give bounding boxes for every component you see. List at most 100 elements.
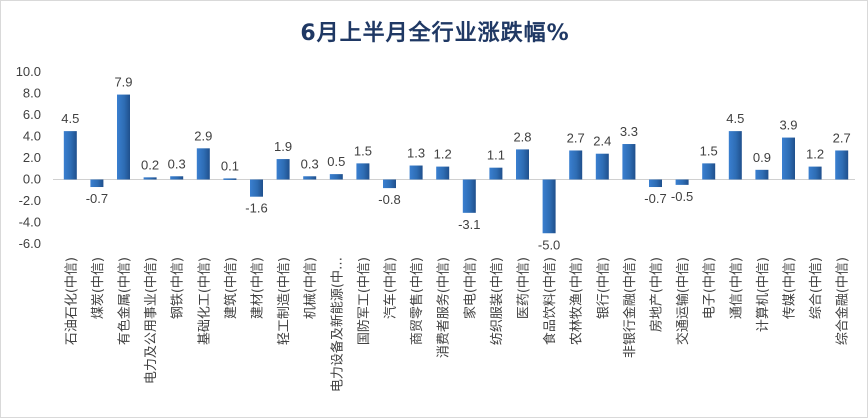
bar [542, 179, 556, 234]
category-label: 基础化工(中信) [197, 257, 212, 345]
bar [196, 148, 210, 180]
bar [409, 165, 423, 180]
data-label: 0.5 [327, 154, 345, 169]
category-label: 农林牧渔(中信) [570, 257, 585, 345]
category-label: 汽车(中信) [383, 257, 399, 319]
bar [462, 179, 476, 213]
category-label: 纺织服装(中信) [490, 257, 505, 345]
data-label: 1.2 [806, 147, 824, 162]
bar [250, 179, 263, 197]
data-label: 3.9 [779, 118, 797, 133]
category-label: 电力设备及新能源(中… [329, 257, 345, 392]
data-label: 7.9 [114, 75, 132, 90]
y-tick-label: -2.0 [19, 193, 41, 208]
y-tick-label: 8.0 [23, 86, 41, 101]
category-label: 综合金融(中信) [835, 257, 851, 345]
category-label: 有色金属(中信) [117, 257, 133, 345]
y-tick-label: 10.0 [16, 64, 41, 79]
data-label: -0.5 [671, 189, 693, 204]
y-tick-label: -4.0 [19, 215, 41, 230]
bar [808, 166, 822, 180]
data-label: -3.1 [458, 217, 480, 232]
category-label: 交通运输(中信) [675, 257, 691, 345]
category-label: 商贸零售(中信) [409, 257, 425, 345]
category-label: 钢铁(中信) [171, 257, 186, 319]
category-label: 非银行金融(中信) [622, 257, 638, 358]
category-label: 建筑(中信) [223, 257, 239, 319]
chart-title: 6月上半月全行业涨跌幅% [300, 21, 570, 46]
data-label: -0.8 [378, 192, 400, 207]
y-tick-label: 0.0 [23, 172, 41, 187]
data-label: -0.7 [644, 191, 666, 206]
bar [276, 159, 290, 180]
data-label: 2.8 [513, 129, 531, 144]
data-label: 3.3 [620, 124, 638, 139]
data-label: 2.9 [194, 128, 212, 143]
data-label: -0.7 [86, 191, 108, 206]
bar [303, 176, 317, 180]
category-label: 国防军工(中信) [356, 257, 372, 345]
category-label: 轻工制造(中信) [277, 257, 292, 345]
bar [356, 163, 370, 180]
data-label: 0.9 [753, 150, 771, 165]
bar [728, 131, 742, 180]
bar [755, 169, 769, 180]
data-label: 2.7 [567, 130, 585, 145]
bar [170, 176, 184, 180]
bar [223, 178, 237, 180]
category-label: 电力及公用事业(中信) [144, 257, 159, 384]
data-label: 1.5 [354, 143, 372, 158]
data-label: 0.3 [301, 156, 319, 171]
data-label: 1.9 [274, 139, 292, 154]
bar [622, 144, 636, 180]
data-label: 4.5 [61, 111, 79, 126]
category-label: 医药(中信) [517, 257, 532, 319]
category-label: 消费者服务(中信) [436, 257, 452, 358]
category-label: 食品饮料(中信) [542, 257, 558, 345]
bar [63, 131, 77, 180]
bar [383, 179, 396, 189]
bar [117, 94, 130, 180]
category-label: 煤炭(中信) [91, 257, 106, 319]
data-label: 1.1 [487, 148, 505, 163]
bar [436, 166, 450, 180]
bar [143, 177, 157, 180]
category-label: 房地产(中信) [649, 257, 665, 332]
category-label: 综合(中信) [809, 257, 824, 319]
y-tick-label: 4.0 [23, 129, 41, 144]
bar [329, 174, 343, 180]
category-label: 家电(中信) [462, 257, 478, 319]
bar [595, 153, 609, 180]
data-label: -1.6 [245, 201, 267, 216]
bar [489, 167, 503, 180]
data-label: 2.7 [833, 130, 851, 145]
data-label: 4.5 [726, 111, 744, 126]
data-label: 0.2 [141, 157, 159, 172]
bar [90, 179, 104, 188]
bar [835, 150, 849, 180]
bar [782, 137, 795, 180]
category-label: 机械(中信) [304, 257, 319, 319]
y-tick-label: -6.0 [19, 236, 41, 251]
bar [516, 149, 529, 180]
data-label: 0.1 [221, 158, 239, 173]
category-label: 通信(中信) [729, 257, 744, 319]
category-label: 计算机(中信) [756, 257, 771, 332]
data-label: 1.5 [700, 143, 718, 158]
data-label: 1.3 [407, 146, 425, 161]
category-label: 石油石化(中信) [64, 257, 79, 345]
category-label: 银行(中信) [596, 257, 611, 319]
data-label: 2.4 [593, 134, 611, 149]
y-tick-label: 2.0 [23, 150, 41, 165]
bar [569, 150, 583, 180]
bar [675, 179, 689, 185]
bar [649, 179, 662, 188]
data-label: -5.0 [538, 237, 560, 252]
y-tick-label: 6.0 [23, 107, 41, 122]
category-label: 传媒(中信) [783, 257, 798, 319]
data-label: 1.2 [434, 147, 452, 162]
bar [702, 163, 716, 180]
category-label: 建材(中信) [251, 257, 266, 319]
